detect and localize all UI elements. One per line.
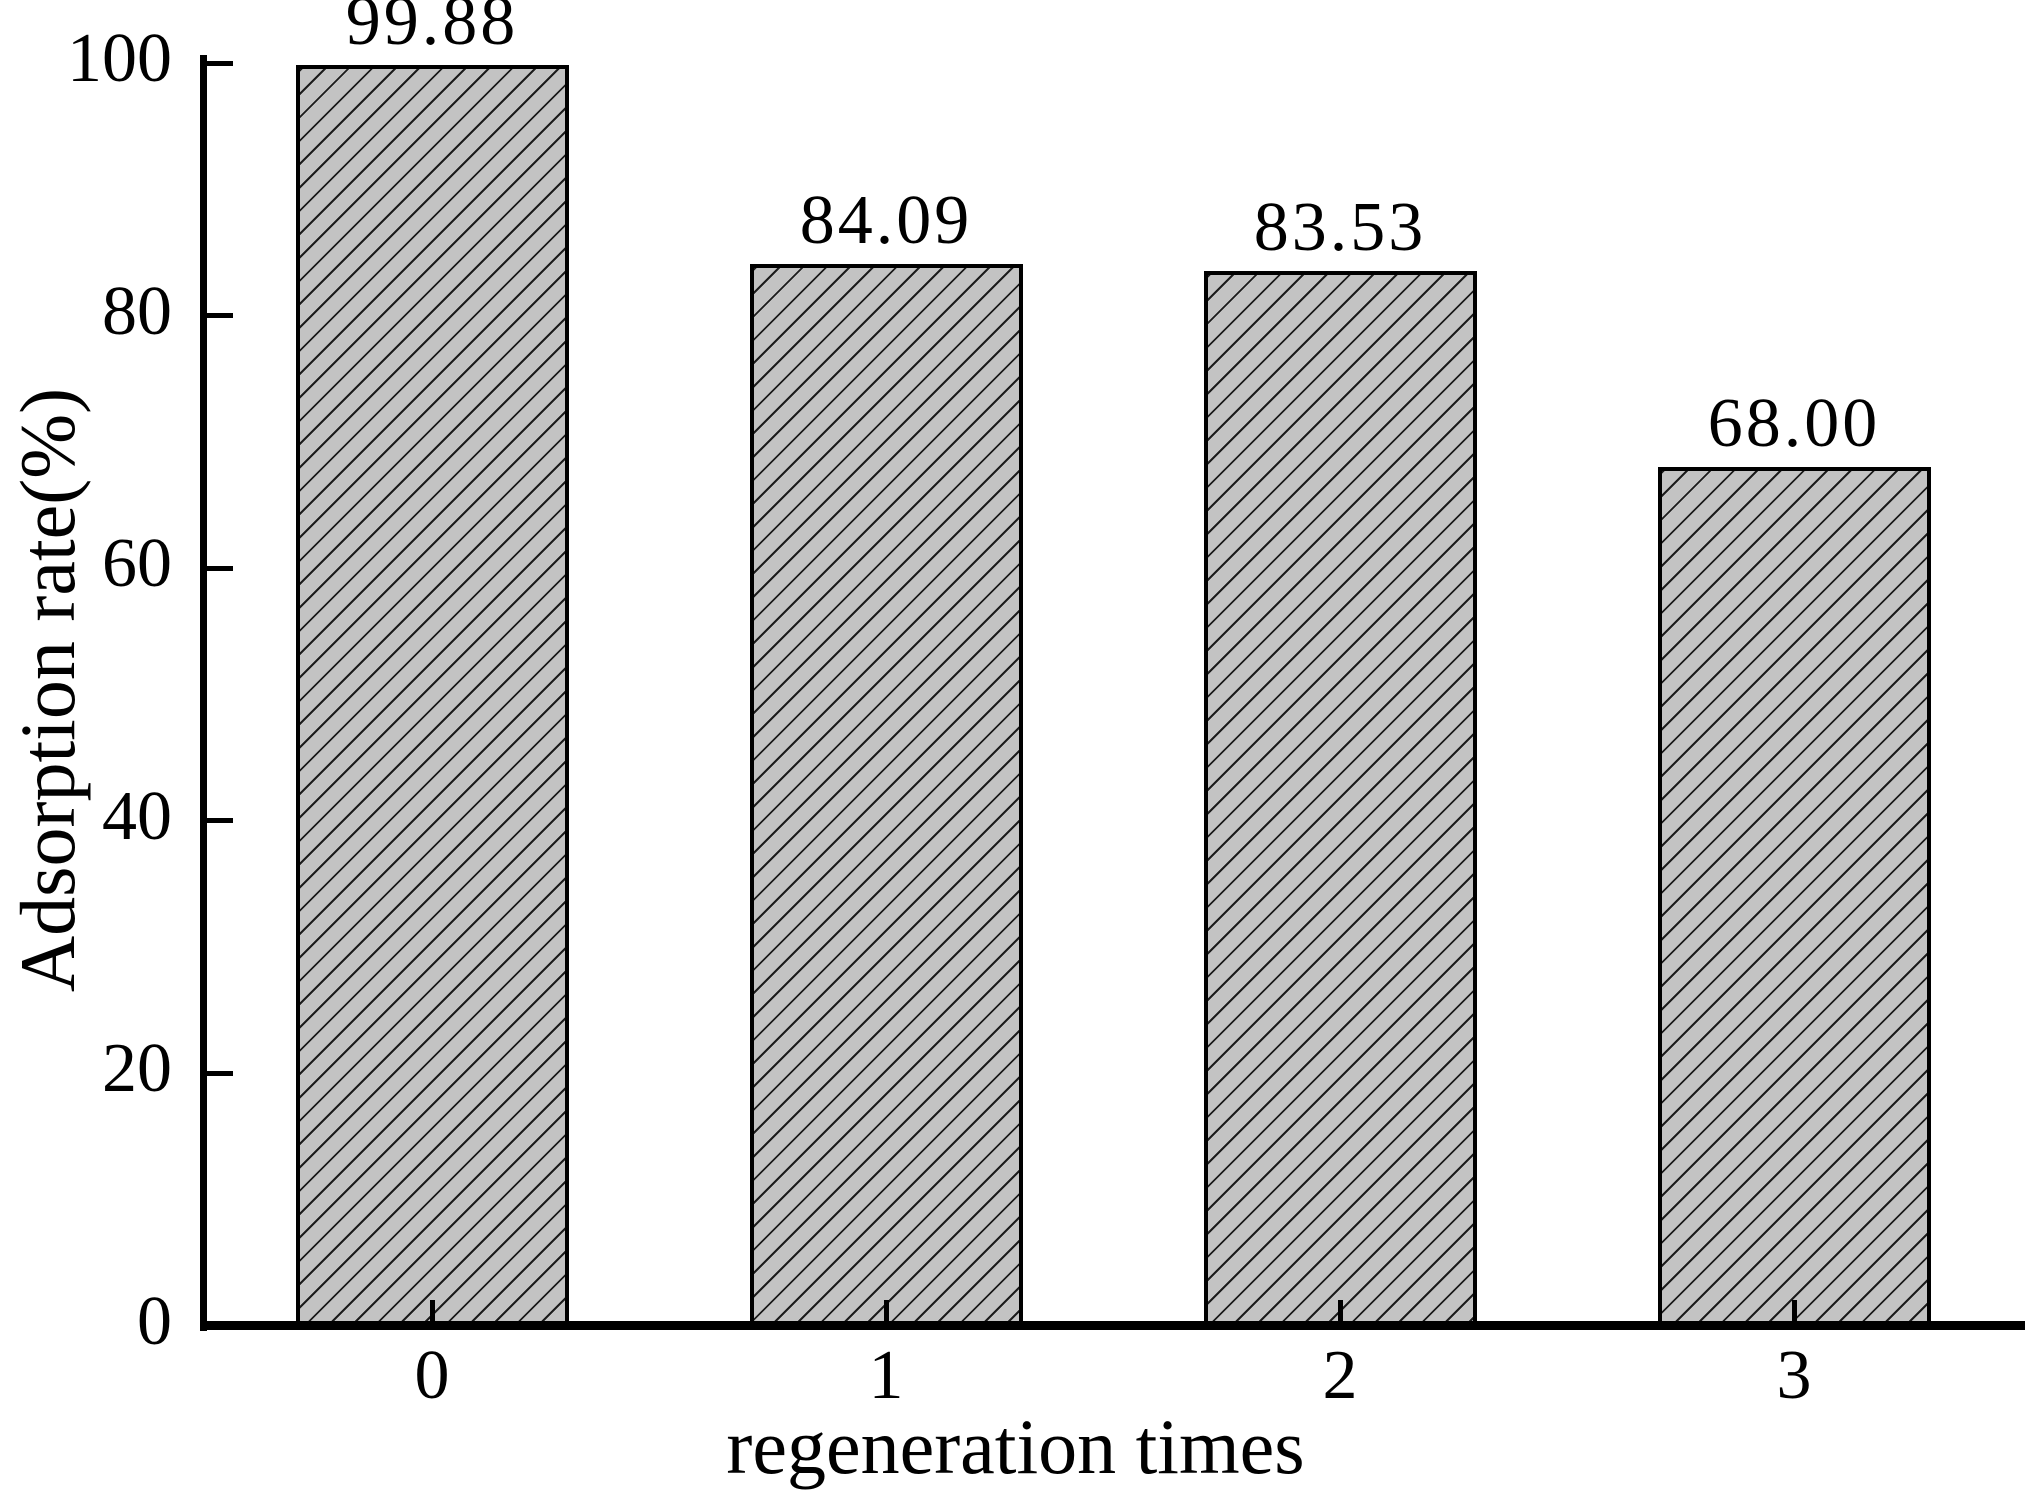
x-tick-label: 2 [1322, 1337, 1358, 1414]
bar [296, 65, 569, 1330]
y-axis-tick [207, 313, 233, 318]
bar-value-label: 68.00 [1707, 385, 1881, 462]
y-axis-tick [207, 818, 233, 823]
y-tick-label: 100 [67, 20, 172, 97]
y-axis-tick [207, 1324, 233, 1329]
bar-value-label: 99.88 [345, 0, 519, 60]
x-tick-label: 3 [1776, 1337, 1812, 1414]
x-axis-tick [1792, 1300, 1797, 1324]
y-tick-label: 80 [102, 273, 172, 350]
x-axis-tick [1338, 1300, 1343, 1324]
y-tick-label: 60 [102, 525, 172, 602]
y-axis-tick [207, 61, 233, 66]
bar [750, 264, 1023, 1330]
y-axis-line [200, 55, 207, 1331]
y-axis-tick [207, 566, 233, 571]
x-axis-line [200, 1321, 2025, 1330]
x-axis-tick [430, 1300, 435, 1324]
x-axis-title: regeneration times [726, 1403, 1305, 1490]
bar-value-label: 83.53 [1253, 189, 1427, 266]
x-axis-tick [884, 1300, 889, 1324]
y-tick-label: 0 [137, 1283, 172, 1360]
y-tick-label: 20 [102, 1030, 172, 1107]
bar [1658, 467, 1931, 1330]
y-tick-label: 40 [102, 778, 172, 855]
x-tick-label: 0 [414, 1337, 450, 1414]
bar [1204, 271, 1477, 1330]
bar-value-label: 84.09 [799, 182, 973, 259]
x-tick-label: 1 [868, 1337, 904, 1414]
y-axis-tick [207, 1071, 233, 1076]
